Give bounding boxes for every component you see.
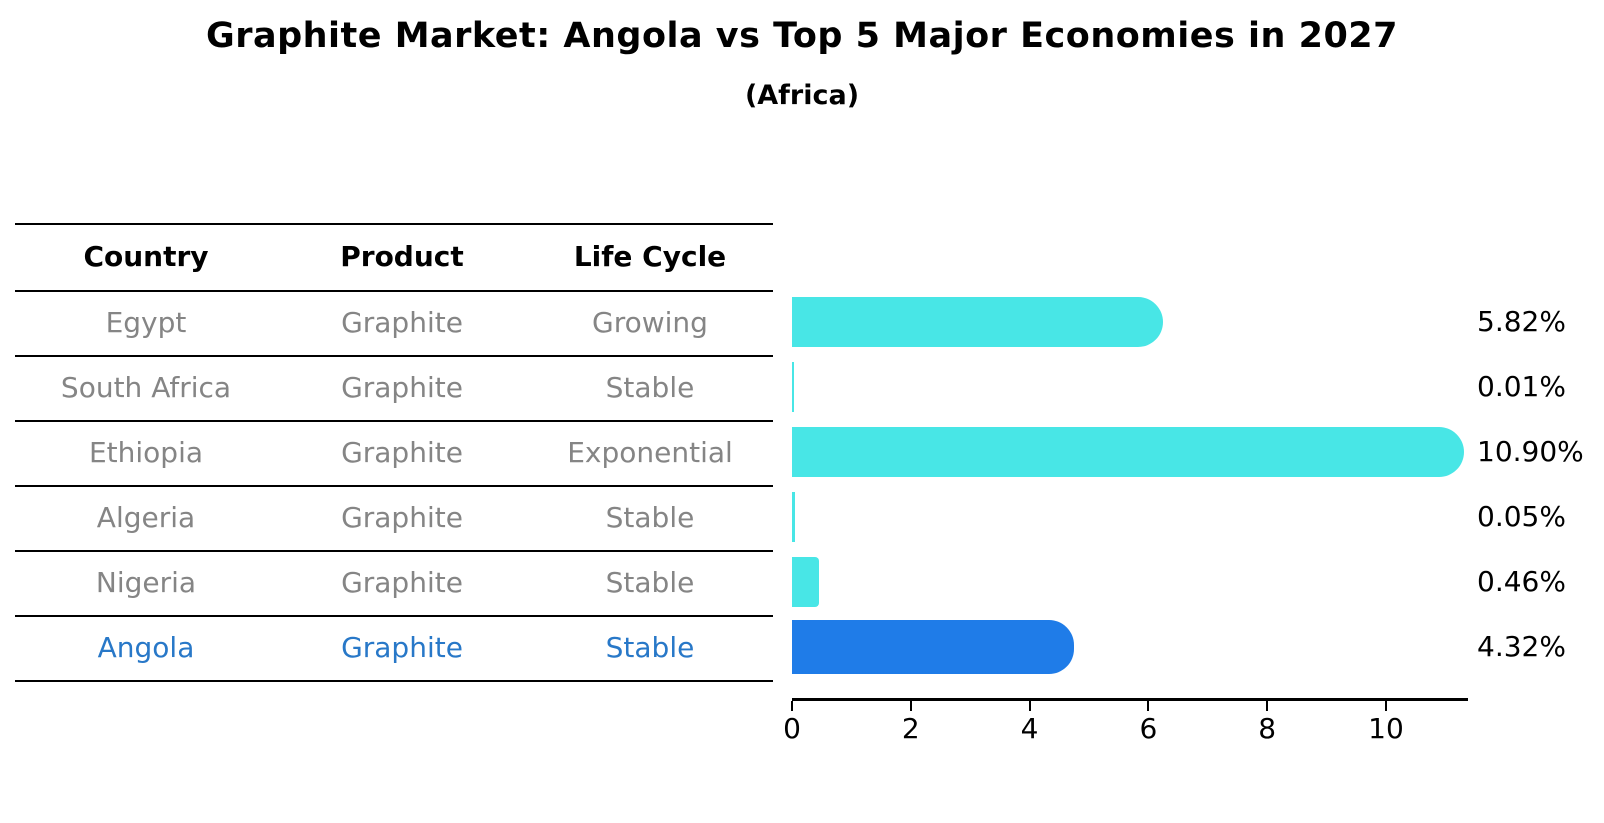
chart-title: Graphite Market: Angola vs Top 5 Major E… (205, 16, 1399, 56)
table-rule (15, 680, 773, 682)
table-rule (15, 615, 773, 617)
value-label-angola: 4.32% (1477, 630, 1566, 663)
table-rule (15, 485, 773, 487)
bar-algeria (792, 492, 795, 542)
table-rule (15, 355, 773, 357)
x-axis-tick (909, 701, 912, 711)
table-rule (15, 550, 773, 552)
x-axis-tick-label: 8 (1258, 712, 1277, 745)
chart-subtitle: (Africa) (744, 80, 860, 111)
table-cell-life-cycle: Exponential (567, 435, 733, 469)
table-cell-country: Algeria (96, 500, 196, 534)
column-header-product: Product (340, 239, 464, 273)
table-cell-country: Nigeria (95, 565, 197, 599)
table-header-row: Country Product Life Cycle (15, 224, 773, 288)
table-cell-country: Egypt (105, 305, 187, 339)
table-cell-product: Graphite (341, 435, 463, 469)
table-cell-life-cycle: Stable (605, 500, 695, 534)
value-label-egypt: 5.82% (1477, 305, 1566, 338)
x-axis-tick (1385, 701, 1387, 711)
value-label-south-africa: 0.01% (1477, 370, 1566, 403)
bar-south-africa (792, 362, 794, 412)
column-header-country: Country (83, 239, 209, 273)
table-row-algeria: Algeria Graphite Stable (15, 485, 773, 549)
bar-angola (792, 620, 1074, 674)
table-cell-life-cycle: Stable (605, 370, 695, 404)
bar-nigeria (792, 557, 819, 607)
x-axis-tick (1028, 701, 1031, 711)
table-cell-life-cycle: Growing (592, 305, 708, 339)
x-axis-tick-label: 4 (1020, 712, 1039, 745)
table-rule (15, 290, 773, 292)
x-axis-tick (791, 701, 793, 711)
table-cell-life-cycle: Stable (605, 630, 695, 664)
table-cell-country: South Africa (60, 370, 232, 404)
table-cell-product: Graphite (341, 630, 463, 664)
table-row-nigeria: Nigeria Graphite Stable (15, 550, 773, 614)
table-cell-country: Ethiopia (88, 435, 204, 469)
table-cell-product: Graphite (341, 565, 463, 599)
x-axis-tick-label: 10 (1368, 712, 1404, 745)
column-header-life-cycle: Life Cycle (573, 239, 727, 273)
x-axis-tick (1147, 701, 1150, 711)
x-axis-tick-label: 0 (783, 712, 801, 745)
bar-ethiopia (792, 427, 1464, 477)
table-rule (15, 223, 773, 225)
table-cell-product: Graphite (341, 305, 463, 339)
table-row-ethiopia: Ethiopia Graphite Exponential (15, 420, 773, 484)
x-axis-tick (1266, 701, 1269, 711)
value-label-algeria: 0.05% (1477, 500, 1566, 533)
table-rule (15, 420, 773, 422)
value-label-nigeria: 0.46% (1477, 565, 1566, 598)
table-row-angola: Angola Graphite Stable (15, 615, 773, 679)
table-cell-country: Angola (97, 630, 195, 664)
table-cell-product: Graphite (341, 500, 463, 534)
x-axis-tick-label: 2 (901, 712, 920, 745)
bar-egypt (792, 297, 1163, 347)
table-row-egypt: Egypt Graphite Growing (15, 290, 773, 354)
x-axis-tick-label: 6 (1139, 712, 1158, 745)
table-cell-product: Graphite (341, 370, 463, 404)
table-row-south-africa: South Africa Graphite Stable (15, 355, 773, 419)
value-label-ethiopia: 10.90% (1477, 435, 1584, 468)
x-axis (792, 698, 1468, 701)
table-cell-life-cycle: Stable (605, 565, 695, 599)
